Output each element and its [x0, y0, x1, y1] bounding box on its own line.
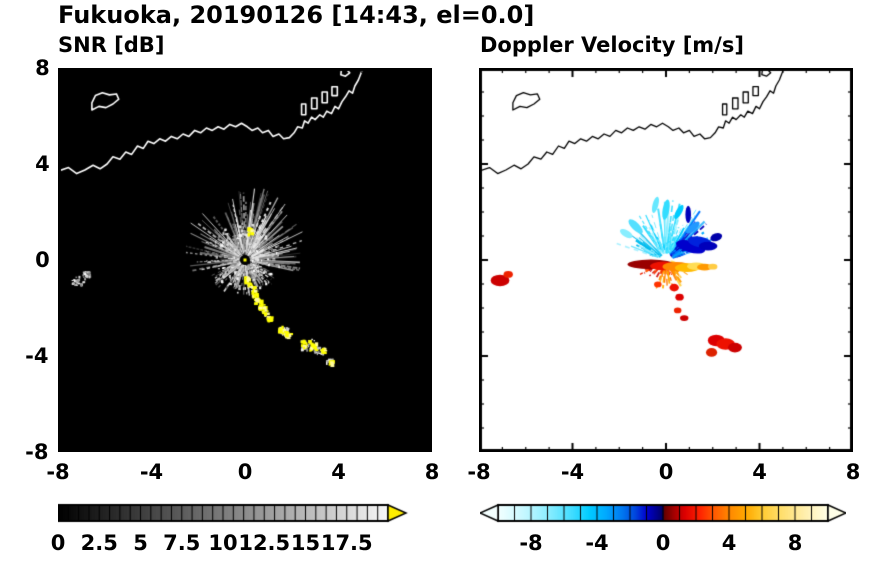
- snr-ppi-plot: [58, 68, 432, 452]
- velocity-colorbar-tick-label: 0: [655, 531, 671, 555]
- snr-colorbar-tick-label: 7.5: [163, 531, 201, 555]
- snr-colorbar-tick-label: 2.5: [80, 531, 118, 555]
- velocity-colorbar-tick-label: -8: [519, 531, 543, 555]
- velocity-colorbar-tick-label: -4: [585, 531, 609, 555]
- snr-x-tick-label: 0: [237, 460, 253, 484]
- doppler-velocity-ppi-plot: [479, 68, 853, 452]
- vel-x-tick-label: 4: [752, 460, 767, 484]
- snr-colorbar: [58, 502, 410, 524]
- vel-x-tick-label: 8: [845, 460, 861, 484]
- snr-colorbar-tick-label: 10: [208, 531, 238, 555]
- snr-colorbar-tick-label: 17.5: [320, 531, 373, 555]
- snr-colorbar-tick-label: 0: [50, 531, 66, 555]
- vel-x-tick-label: 0: [658, 460, 674, 484]
- snr-x-tick-label: -4: [139, 460, 164, 484]
- figure-title: Fukuoka, 20190126 [14:43, el=0.0]: [58, 1, 535, 29]
- snr-colorbar-tick-label: 12.5: [238, 531, 291, 555]
- velocity-colorbar: [480, 502, 846, 524]
- vel-x-tick-label: -8: [467, 460, 491, 484]
- velocity-colorbar-tick-label: 4: [721, 531, 737, 555]
- snr-x-tick-label: -8: [46, 460, 70, 484]
- snr-colorbar-tick-label: 15: [290, 531, 321, 555]
- velocity-colorbar-tick-label: 8: [787, 531, 803, 555]
- vel-x-tick-label: -4: [560, 460, 585, 484]
- snr-y-tick-label: 4: [35, 152, 50, 176]
- snr-x-tick-label: 4: [331, 460, 346, 484]
- snr-y-tick-label: -4: [25, 344, 49, 368]
- snr-colorbar-tick-label: 5: [133, 531, 148, 555]
- snr-y-tick-label: 8: [35, 56, 50, 80]
- snr-y-tick-label: 0: [35, 248, 50, 272]
- velocity-panel-title: Doppler Velocity [m/s]: [480, 33, 744, 57]
- snr-panel-title: SNR [dB]: [58, 33, 165, 57]
- snr-x-tick-label: 8: [424, 460, 440, 484]
- snr-y-tick-label: -8: [25, 440, 49, 464]
